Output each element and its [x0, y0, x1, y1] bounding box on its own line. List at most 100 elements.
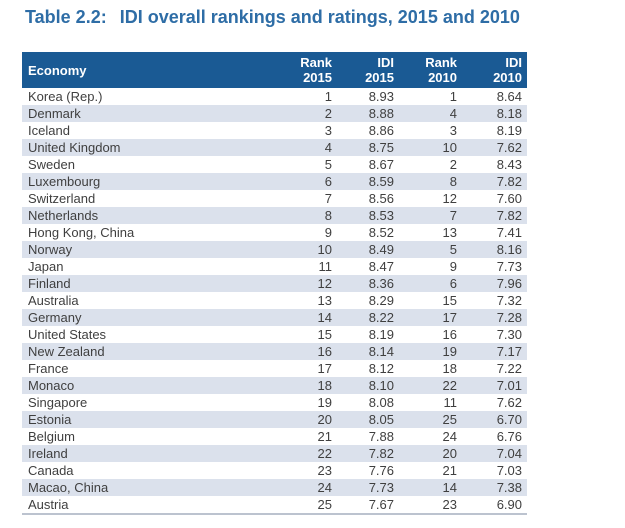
value-cell: 14 [442, 480, 457, 495]
value-cell: 18 [317, 378, 332, 393]
value-cell: 8.88 [368, 106, 394, 121]
value-cell: 7.76 [368, 463, 394, 478]
value-cell: 16 [442, 327, 457, 342]
value-cell: 16 [317, 344, 332, 359]
value-cell: 8.19 [368, 327, 394, 342]
value-cell: 11 [443, 395, 458, 410]
value-cell: 20 [317, 412, 332, 427]
value-cell: 4 [324, 140, 332, 155]
economy-cell: Sweden [28, 157, 75, 172]
col-header-idi-2015: IDI 2015 [337, 52, 399, 88]
value-cell: 3 [324, 123, 332, 138]
value-cell: 2 [324, 106, 332, 121]
economy-cell: Germany [28, 310, 82, 325]
value-cell: 7.04 [496, 446, 522, 461]
table-row: Canada 23 7.76 21 7.03 [22, 462, 527, 479]
value-cell: 22 [442, 378, 457, 393]
value-cell: 8.05 [368, 412, 394, 427]
value-cell: 7.62 [496, 395, 522, 410]
value-cell: 7.30 [496, 327, 522, 342]
value-cell: 8.47 [368, 259, 394, 274]
economy-cell: United States [28, 327, 107, 342]
table-row: Iceland 3 8.86 3 8.19 [22, 122, 527, 139]
value-cell: 8 [324, 208, 332, 223]
table-row: Singapore 19 8.08 11 7.62 [22, 394, 527, 411]
economy-cell: Macao, China [28, 480, 109, 495]
economy-cell: Monaco [28, 378, 75, 393]
value-cell: 7.22 [496, 361, 522, 376]
value-cell: 7.67 [368, 497, 394, 512]
value-cell: 2 [449, 157, 457, 172]
table-header-row: Economy Rank 2015 IDI 2015 Rank 2010 IDI… [22, 52, 527, 88]
table-row: Finland 12 8.36 6 7.96 [22, 275, 527, 292]
value-cell: 7.17 [496, 344, 522, 359]
value-cell: 7.82 [368, 446, 394, 461]
table-title: Table 2.2: IDI overall rankings and ratin… [25, 7, 520, 28]
value-cell: 6 [449, 276, 457, 291]
value-cell: 7.01 [496, 378, 522, 393]
economy-cell: Denmark [28, 106, 81, 121]
value-cell: 8.49 [368, 242, 394, 257]
value-cell: 13 [442, 225, 457, 240]
value-cell: 7.82 [496, 208, 522, 223]
economy-cell: Japan [28, 259, 64, 274]
economy-cell: Finland [28, 276, 71, 291]
table-row: Monaco 18 8.10 22 7.01 [22, 377, 527, 394]
economy-cell: Netherlands [28, 208, 99, 223]
economy-cell: Belgium [28, 429, 75, 444]
table-row: Austria 25 7.67 23 6.90 [22, 496, 527, 514]
value-cell: 7.73 [368, 480, 394, 495]
table-row: United Kingdom 4 8.75 10 7.62 [22, 139, 527, 156]
value-cell: 7.96 [496, 276, 522, 291]
economy-cell: Ireland [28, 446, 68, 461]
value-cell: 18 [442, 361, 457, 376]
value-cell: 8.43 [496, 157, 522, 172]
value-cell: 8.29 [368, 293, 394, 308]
value-cell: 24 [317, 480, 332, 495]
value-cell: 6 [324, 174, 332, 189]
value-cell: 7 [324, 191, 332, 206]
value-cell: 10 [442, 140, 457, 155]
value-cell: 20 [442, 446, 457, 461]
table-row: Netherlands 8 8.53 7 7.82 [22, 207, 527, 224]
value-cell: 1 [324, 89, 332, 104]
value-cell: 9 [324, 225, 332, 240]
value-cell: 8.12 [368, 361, 394, 376]
value-cell: 8.10 [368, 378, 394, 393]
value-cell: 8.16 [496, 242, 522, 257]
table-title-text: IDI overall rankings and ratings, 2015 a… [119, 7, 520, 27]
economy-cell: United Kingdom [28, 140, 121, 155]
table-row: Luxembourg 6 8.59 8 7.82 [22, 173, 527, 190]
value-cell: 17 [442, 310, 457, 325]
economy-cell: Korea (Rep.) [28, 89, 103, 104]
value-cell: 8.53 [368, 208, 394, 223]
idi-rankings-table: Economy Rank 2015 IDI 2015 Rank 2010 IDI… [22, 52, 527, 515]
value-cell: 25 [317, 497, 332, 512]
value-cell: 15 [442, 293, 457, 308]
value-cell: 5 [449, 242, 457, 257]
economy-cell: New Zealand [28, 344, 105, 359]
value-cell: 22 [317, 446, 332, 461]
value-cell: 7.32 [496, 293, 522, 308]
table-row: New Zealand 16 8.14 19 7.17 [22, 343, 527, 360]
table-row: Hong Kong, China 9 8.52 13 7.41 [22, 224, 527, 241]
table-row: France 17 8.12 18 7.22 [22, 360, 527, 377]
value-cell: 7.73 [496, 259, 522, 274]
table-row: Norway 10 8.49 5 8.16 [22, 241, 527, 258]
value-cell: 21 [317, 429, 332, 444]
value-cell: 8.52 [368, 225, 394, 240]
economy-cell: Norway [28, 242, 73, 257]
value-cell: 8.86 [368, 123, 394, 138]
table-row: United States 15 8.19 16 7.30 [22, 326, 527, 343]
value-cell: 1 [449, 89, 457, 104]
value-cell: 12 [317, 276, 332, 291]
value-cell: 7.41 [496, 225, 522, 240]
value-cell: 6.90 [496, 497, 522, 512]
economy-cell: Hong Kong, China [28, 225, 135, 240]
table-row: Switzerland 7 8.56 12 7.60 [22, 190, 527, 207]
value-cell: 8.14 [368, 344, 394, 359]
value-cell: 7 [449, 208, 457, 223]
value-cell: 21 [442, 463, 457, 478]
table-row: Germany 14 8.22 17 7.28 [22, 309, 527, 326]
economy-cell: Singapore [28, 395, 88, 410]
